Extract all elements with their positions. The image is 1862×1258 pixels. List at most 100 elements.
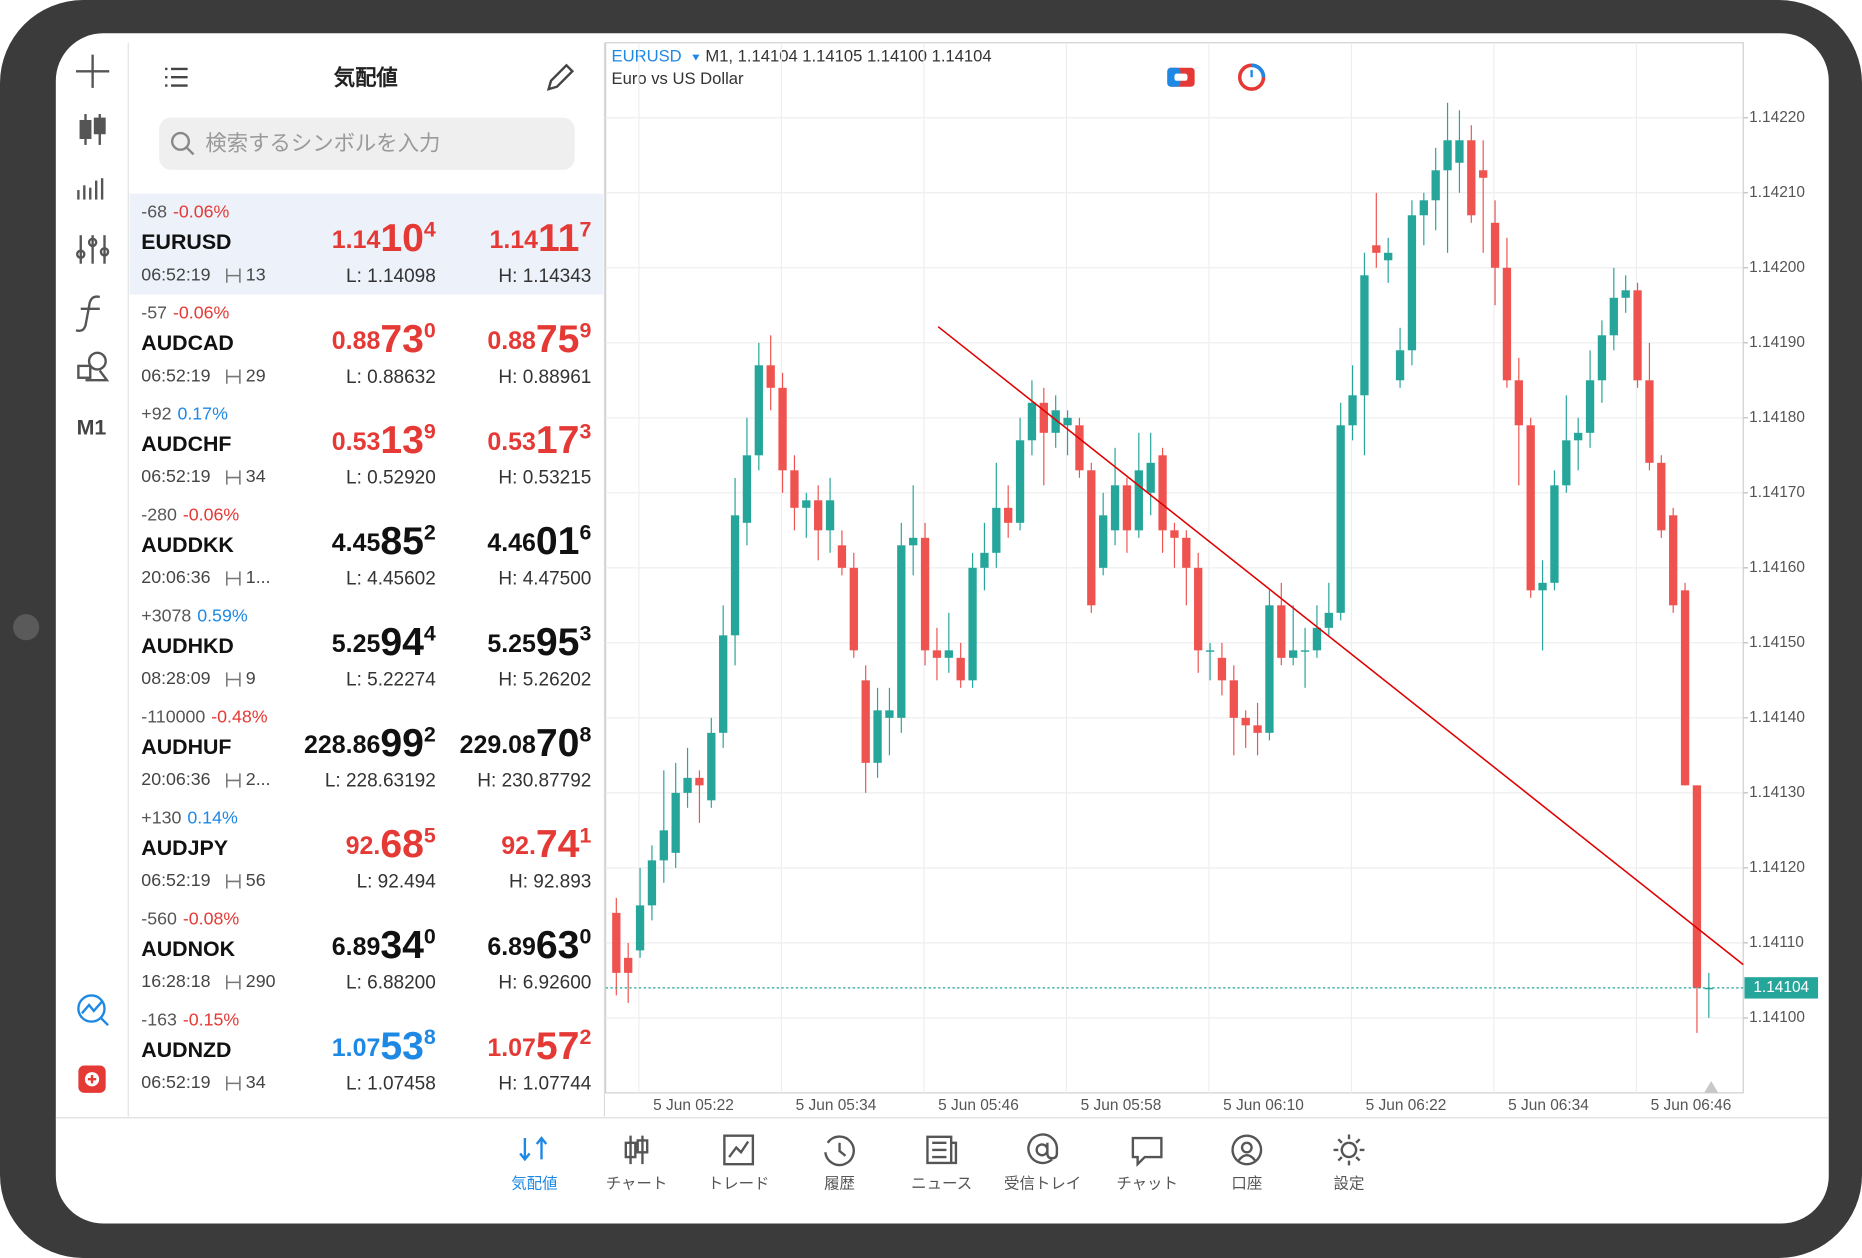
ask-price-fraction: 3 bbox=[579, 419, 591, 443]
ask-price-fraction: 1 bbox=[579, 823, 591, 847]
candle-body bbox=[1122, 485, 1132, 531]
spread-icon bbox=[226, 268, 241, 283]
candle-body bbox=[1419, 200, 1428, 216]
low-price: L: 1.14098 bbox=[346, 266, 436, 287]
candle-body bbox=[1479, 170, 1488, 178]
change-percent: 0.14% bbox=[187, 807, 238, 827]
symbol-dropdown[interactable] bbox=[692, 54, 700, 61]
candle-body bbox=[932, 650, 942, 658]
candle-body bbox=[1312, 627, 1322, 651]
quote-row[interactable]: -280 -0.06% AUDDKK 20:06:36 1... 4.45852 L: 4.… bbox=[141, 504, 591, 589]
bid-price-pips: 94 bbox=[380, 621, 424, 664]
candle-body bbox=[909, 537, 918, 546]
new-order-icon[interactable] bbox=[78, 1065, 106, 1093]
nav-item[interactable]: 受信トレイ bbox=[1004, 1133, 1081, 1192]
chart-monitor-icon[interactable] bbox=[77, 994, 109, 1027]
nav-item[interactable]: チャート bbox=[606, 1135, 668, 1193]
ask-price-prefix: 0.53 bbox=[487, 428, 536, 456]
candle-body bbox=[754, 365, 763, 456]
ask-price-prefix: 4.46 bbox=[487, 529, 536, 557]
spread: 34 bbox=[246, 1072, 266, 1092]
candle-body bbox=[1704, 987, 1713, 990]
timeframe-button[interactable]: M1 bbox=[77, 415, 107, 439]
y-tick-label: 1.14120 bbox=[1749, 859, 1805, 876]
low-price: L: 0.52920 bbox=[346, 468, 436, 489]
change-text: -68 -0.06% bbox=[141, 201, 229, 221]
ask-price-fraction: 9 bbox=[579, 318, 591, 342]
nav-item[interactable]: 口座 bbox=[1231, 1134, 1262, 1193]
candle-body bbox=[897, 545, 906, 718]
nav-icon bbox=[519, 1136, 548, 1162]
chart-symbol[interactable]: EURUSD bbox=[612, 46, 682, 65]
one-click-trading-icon[interactable] bbox=[1167, 67, 1195, 87]
candle-body bbox=[683, 777, 692, 793]
objects-tool[interactable] bbox=[77, 351, 110, 382]
quote-time: 16:28:18 bbox=[141, 971, 210, 991]
bid-price-fraction: 4 bbox=[424, 621, 436, 645]
bid-price-fraction: 2 bbox=[424, 520, 436, 544]
nav-item[interactable]: 気配値 bbox=[511, 1136, 558, 1192]
candle-body bbox=[1099, 515, 1108, 568]
nav-item[interactable]: トレード bbox=[708, 1134, 770, 1193]
ask-price-pips: 95 bbox=[536, 621, 580, 664]
chart-type-tool[interactable] bbox=[79, 114, 106, 145]
candle-body bbox=[1075, 425, 1084, 471]
spread: 56 bbox=[246, 870, 266, 890]
search-box[interactable] bbox=[159, 117, 575, 170]
candle-body bbox=[849, 567, 858, 651]
candle-body bbox=[778, 387, 787, 471]
candle-body bbox=[825, 500, 835, 531]
candle-body bbox=[1241, 717, 1250, 726]
candle-body bbox=[647, 860, 657, 906]
candle-body bbox=[944, 650, 953, 658]
candle-body bbox=[1467, 140, 1476, 216]
candle-body bbox=[1289, 650, 1298, 658]
candle-body bbox=[1372, 245, 1381, 253]
nav-item[interactable]: ニュース bbox=[911, 1135, 972, 1193]
nav-item[interactable]: 履歴 bbox=[824, 1135, 855, 1193]
nav-item[interactable]: 設定 bbox=[1334, 1134, 1365, 1192]
x-tick-label: 5 Jun 05:58 bbox=[1081, 1097, 1162, 1114]
nav-item[interactable]: チャット bbox=[1116, 1136, 1178, 1192]
y-tick-label: 1.14100 bbox=[1749, 1009, 1805, 1026]
candle-body bbox=[1039, 402, 1048, 433]
symbol: AUDJPY bbox=[141, 836, 228, 860]
timer-icon[interactable] bbox=[1237, 63, 1266, 91]
candle-body bbox=[1550, 485, 1559, 583]
selected-row-bg bbox=[129, 193, 604, 295]
ask-price-pips: 74 bbox=[536, 823, 580, 866]
list-icon[interactable] bbox=[165, 67, 188, 87]
low-price: L: 6.88200 bbox=[346, 973, 436, 994]
functions-tool[interactable] bbox=[75, 295, 101, 333]
left-toolbar bbox=[75, 54, 110, 1093]
change-points: -560 bbox=[141, 908, 177, 928]
candle-body bbox=[671, 792, 680, 853]
nav-icon bbox=[723, 1134, 755, 1166]
candle-body bbox=[1300, 650, 1310, 652]
candle-body bbox=[742, 455, 752, 523]
volume-tool[interactable] bbox=[77, 178, 104, 200]
candle-body bbox=[1146, 462, 1155, 493]
plot-area bbox=[605, 42, 1744, 1093]
trend-line[interactable] bbox=[937, 326, 1744, 966]
change-points: -163 bbox=[141, 1009, 177, 1029]
edit-icon[interactable] bbox=[546, 63, 575, 91]
quote-time: 06:52:19 bbox=[141, 870, 210, 890]
candle-body bbox=[1063, 417, 1072, 426]
y-tick-label: 1.14220 bbox=[1749, 109, 1805, 126]
candle-body bbox=[1669, 515, 1678, 606]
ask-price-pips: 70 bbox=[536, 722, 580, 765]
spread-icon bbox=[226, 1076, 241, 1091]
chart: EURUSD M1, 1.14104 1.14105 1.14100 1.141… bbox=[605, 42, 1819, 1114]
bid-price-pips: 99 bbox=[380, 722, 424, 765]
change-percent: -0.06% bbox=[173, 201, 230, 221]
indicators-tool[interactable] bbox=[76, 235, 110, 264]
